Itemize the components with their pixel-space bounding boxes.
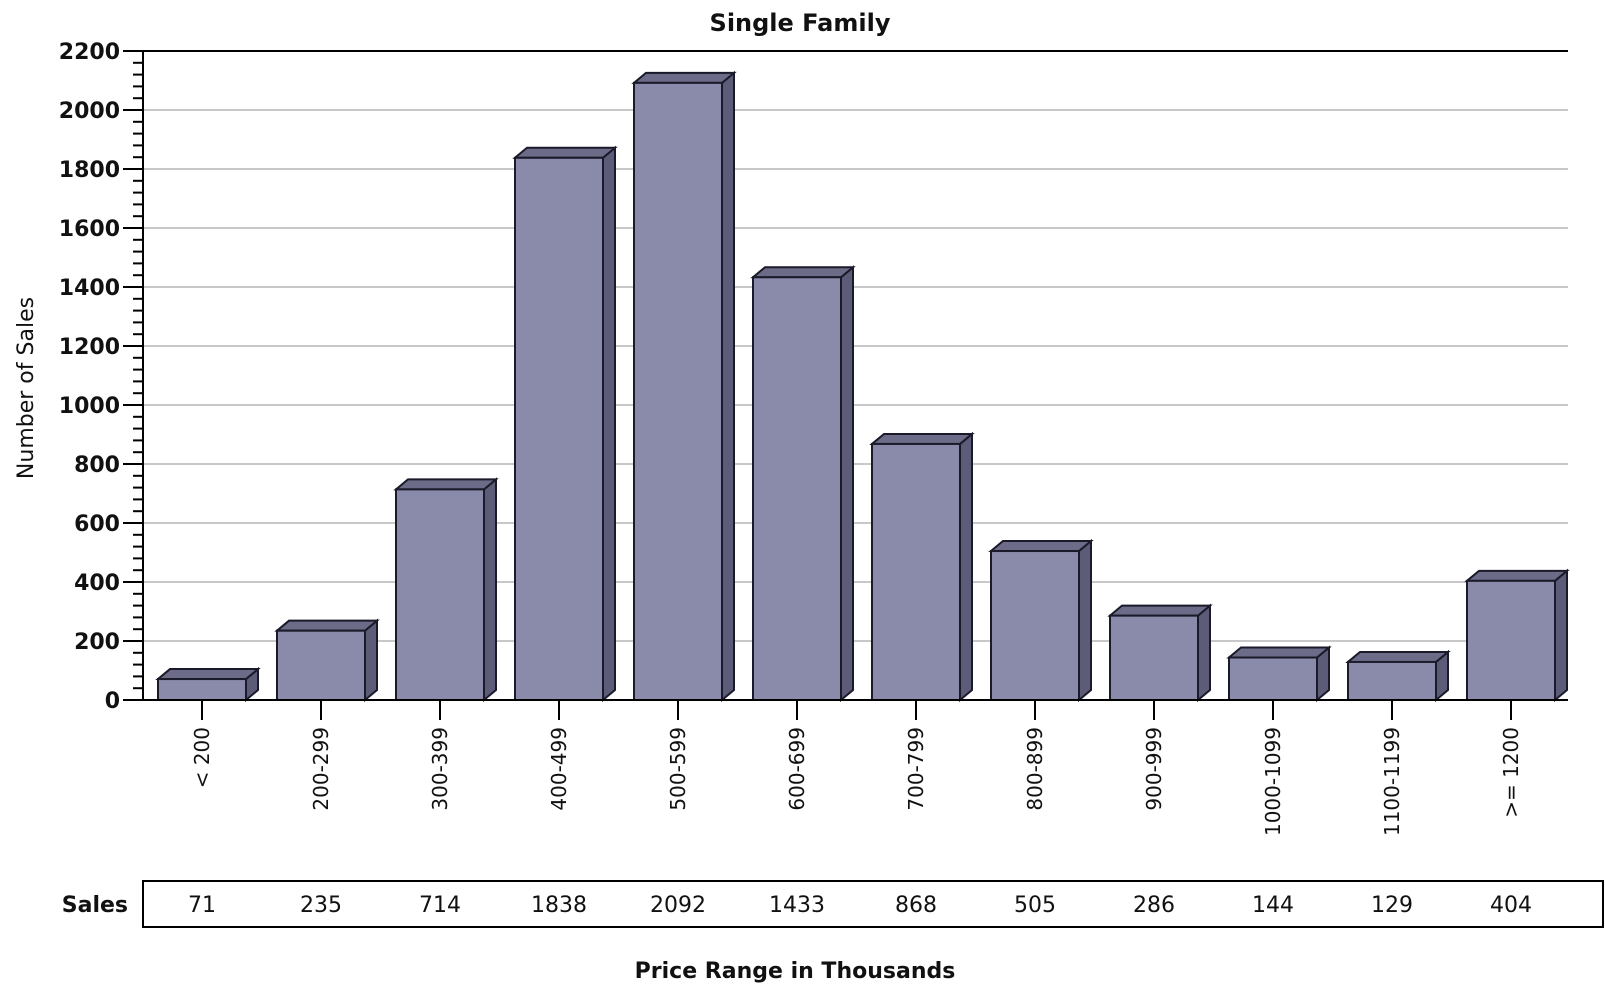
bar-side bbox=[721, 70, 735, 703]
y-tick-label: 400 bbox=[74, 571, 120, 596]
x-tick-label: < 200 bbox=[190, 727, 214, 788]
table-cell: 129 bbox=[1371, 893, 1413, 918]
bar-top bbox=[1464, 569, 1570, 582]
bar-front bbox=[514, 156, 604, 702]
x-tick-label: 1100-1199 bbox=[1380, 727, 1404, 836]
x-tick-label: 700-799 bbox=[904, 727, 928, 811]
table-cell: 2092 bbox=[650, 893, 706, 918]
x-tick-label: 400-499 bbox=[547, 727, 571, 811]
table-cell: 868 bbox=[895, 893, 937, 918]
bar bbox=[1464, 568, 1570, 703]
x-tick-label: 500-599 bbox=[666, 727, 690, 811]
table-cell: 505 bbox=[1014, 893, 1056, 918]
bar-top bbox=[869, 432, 975, 445]
bar-front bbox=[1466, 579, 1556, 702]
data-table: Sales 71 235 714 1838 2092 1433 868 505 286 144 129… bbox=[62, 880, 1604, 928]
x-tick-label: 800-899 bbox=[1023, 727, 1047, 811]
bar-top bbox=[512, 146, 618, 159]
x-tick-labels: < 200 200-299 300-399 400-499 500-599 600-699… bbox=[190, 727, 1523, 836]
bar bbox=[869, 431, 975, 703]
bar-top bbox=[393, 478, 499, 491]
bar-top bbox=[155, 668, 261, 681]
bar-top bbox=[631, 71, 737, 84]
x-tick-label: >= 1200 bbox=[1499, 727, 1523, 818]
bar-top bbox=[988, 540, 1094, 553]
bar bbox=[155, 666, 261, 703]
x-tick-label: 1000-1099 bbox=[1261, 727, 1285, 836]
bar bbox=[750, 265, 856, 703]
y-axis-label: Number of Sales bbox=[14, 297, 39, 479]
y-tick-labels: 0 200 400 600 800 1000 1200 1400 1600 1800 2000 220… bbox=[59, 40, 120, 714]
table-cell: 404 bbox=[1490, 893, 1532, 918]
bar bbox=[512, 145, 618, 703]
table-cell: 714 bbox=[419, 893, 461, 918]
bar-side bbox=[1078, 538, 1092, 703]
bar-front bbox=[871, 442, 961, 701]
bar-side bbox=[1554, 568, 1568, 703]
y-tick-label: 1000 bbox=[59, 394, 120, 419]
bar-front bbox=[752, 276, 842, 701]
y-tick-label: 1800 bbox=[59, 158, 120, 183]
bar-side bbox=[1197, 603, 1211, 703]
table-cell: 235 bbox=[300, 893, 342, 918]
table-cell: 71 bbox=[188, 893, 216, 918]
bar bbox=[1345, 649, 1451, 703]
table-cell: 144 bbox=[1252, 893, 1294, 918]
table-border bbox=[142, 880, 1604, 928]
bar-top bbox=[1345, 650, 1451, 663]
bar-front bbox=[1228, 656, 1318, 702]
chart-title: Single Family bbox=[710, 9, 891, 37]
y-tick-label: 2200 bbox=[59, 40, 120, 65]
bar-front bbox=[1347, 660, 1437, 702]
table-cell: 1433 bbox=[769, 893, 825, 918]
y-tick-label: 200 bbox=[74, 630, 120, 655]
bar bbox=[631, 70, 737, 703]
bar-side bbox=[483, 477, 497, 703]
y-tick-label: 600 bbox=[74, 512, 120, 537]
bar-side bbox=[364, 618, 378, 703]
bar-side bbox=[959, 431, 973, 703]
bar-front bbox=[157, 678, 247, 701]
x-tick-label: 200-299 bbox=[309, 727, 333, 811]
y-tick-label: 1200 bbox=[59, 335, 120, 360]
bar-front bbox=[633, 81, 723, 702]
bar bbox=[988, 538, 1094, 703]
bar bbox=[393, 477, 499, 703]
table-row-label: Sales bbox=[62, 893, 128, 918]
x-axis-label: Price Range in Thousands bbox=[635, 959, 956, 984]
bar-side bbox=[840, 265, 854, 703]
bar-top bbox=[274, 619, 380, 632]
bar-front bbox=[276, 629, 366, 701]
table-cell: 1838 bbox=[531, 893, 587, 918]
y-tick-label: 2000 bbox=[59, 99, 120, 124]
bar-front bbox=[395, 488, 485, 701]
bar bbox=[274, 618, 380, 703]
bar-top bbox=[1107, 604, 1213, 617]
y-tick-label: 0 bbox=[105, 689, 120, 714]
bars bbox=[155, 70, 1570, 703]
table-cell: 286 bbox=[1133, 893, 1175, 918]
x-tick-label: 300-399 bbox=[428, 727, 452, 811]
y-tick-label: 1400 bbox=[59, 276, 120, 301]
bar-top bbox=[1226, 646, 1332, 659]
bar-front bbox=[990, 550, 1080, 702]
bar-side bbox=[602, 145, 616, 703]
bar bbox=[1226, 645, 1332, 703]
y-tick-label: 1600 bbox=[59, 217, 120, 242]
grid-lines bbox=[143, 50, 1568, 642]
y-tick-label: 800 bbox=[74, 453, 120, 478]
bar bbox=[1107, 603, 1213, 703]
axes bbox=[123, 50, 1568, 720]
x-tick-label: 900-999 bbox=[1142, 727, 1166, 811]
bar-top bbox=[750, 266, 856, 279]
x-tick-label: 600-699 bbox=[785, 727, 809, 811]
bar-front bbox=[1109, 614, 1199, 702]
